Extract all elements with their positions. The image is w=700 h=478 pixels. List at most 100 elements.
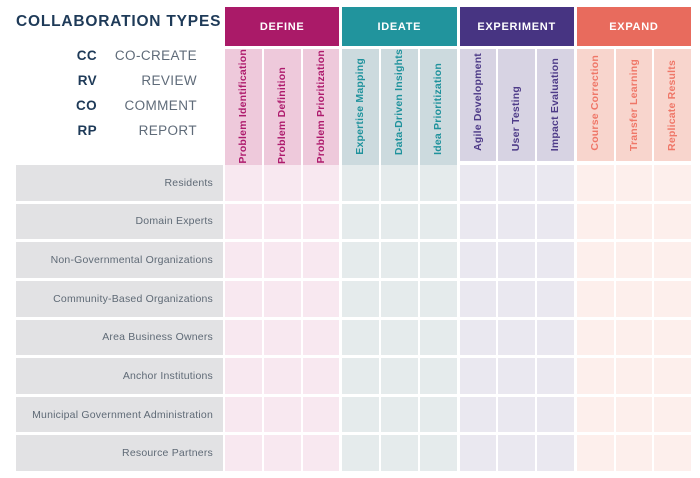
matrix-cell (537, 358, 574, 394)
matrix-cell (381, 396, 418, 433)
matrix-cell (459, 358, 497, 394)
row-label: Community-Based Organizations (16, 280, 223, 317)
row-cells (225, 358, 691, 394)
matrix-cell (537, 165, 574, 201)
matrix-cell (263, 319, 301, 356)
matrix-cell (302, 203, 340, 240)
matrix-cell (263, 165, 301, 201)
row-group-define (225, 358, 340, 394)
matrix-cell (302, 435, 340, 471)
matrix-cell (225, 242, 262, 278)
column-header: Idea Prioritization (419, 49, 457, 166)
legend-item: RV REVIEW (16, 68, 197, 93)
matrix-cell (342, 358, 379, 394)
row-cells (225, 396, 691, 433)
matrix-cell (576, 319, 614, 356)
legend: CC CO-CREATE RV REVIEW CO COMMENT RP REP… (16, 43, 223, 143)
matrix-cell (381, 280, 418, 317)
matrix-cell (263, 280, 301, 317)
legend-code: RV (77, 73, 97, 88)
row-cells (225, 203, 691, 240)
matrix-cell (498, 165, 535, 201)
matrix-cell (498, 435, 535, 471)
row-group-define (225, 435, 340, 471)
matrix-cell (459, 396, 497, 433)
row-group-experiment (459, 242, 574, 278)
row-label: Anchor Institutions (16, 358, 223, 394)
matrix-cell (419, 435, 457, 471)
column-headers-ideate: Expertise Mapping Data-Driven Insights I… (342, 49, 457, 166)
phase-group-define: DEFINE Problem Identification Problem De… (225, 7, 340, 174)
matrix-body: Residents Domai (16, 165, 691, 471)
column-header: Problem Prioritization (302, 49, 340, 174)
column-header: Transfer Learning (615, 49, 653, 161)
matrix-cell (615, 319, 653, 356)
matrix-cell (263, 242, 301, 278)
matrix-cell (654, 280, 691, 317)
row-group-define (225, 280, 340, 317)
column-header: Expertise Mapping (342, 49, 379, 166)
matrix-cell (419, 396, 457, 433)
matrix-cell (537, 242, 574, 278)
matrix-cell (576, 396, 614, 433)
matrix-cell (381, 165, 418, 201)
matrix-cell (225, 435, 262, 471)
matrix-cell (459, 203, 497, 240)
matrix-cell (654, 358, 691, 394)
matrix-cell (302, 165, 340, 201)
legend-label: COMMENT (124, 98, 197, 113)
row-group-ideate (342, 358, 457, 394)
row-group-expand (576, 203, 691, 240)
matrix-cell (342, 165, 379, 201)
phase-groups: DEFINE Problem Identification Problem De… (225, 7, 691, 174)
matrix-cell (263, 396, 301, 433)
matrix-cell (419, 358, 457, 394)
matrix-cell (342, 280, 379, 317)
row-label: Area Business Owners (16, 319, 223, 356)
matrix-cell (615, 203, 653, 240)
row-group-ideate (342, 319, 457, 356)
matrix-cell (498, 242, 535, 278)
row-cells (225, 280, 691, 317)
matrix-cell (615, 435, 653, 471)
phase-header-experiment: EXPERIMENT (459, 7, 574, 46)
row-label: Resource Partners (16, 435, 223, 471)
matrix-cell (302, 358, 340, 394)
column-header: Course Correction (576, 49, 614, 161)
row-group-expand (576, 280, 691, 317)
table-row: Anchor Institutions (16, 358, 691, 394)
column-header: Replicate Results (654, 49, 691, 161)
column-header: User Testing (498, 49, 535, 161)
column-header: Impact Evaluation (537, 49, 574, 161)
legend-label: REPORT (138, 123, 197, 138)
matrix-cell (419, 280, 457, 317)
row-group-expand (576, 165, 691, 201)
matrix-cell (459, 435, 497, 471)
matrix-cell (381, 203, 418, 240)
legend-item: CC CO-CREATE (16, 43, 197, 68)
table-row: Community-Based Organizations (16, 280, 691, 317)
row-group-ideate (342, 435, 457, 471)
phase-header-define: DEFINE (225, 7, 340, 46)
row-label: Municipal Government Administration (16, 396, 223, 433)
phase-group-ideate: IDEATE Expertise Mapping Data-Driven Ins… (342, 7, 457, 166)
matrix-cell (419, 319, 457, 356)
column-header: Data-Driven Insights (381, 49, 418, 166)
matrix-cell (498, 319, 535, 356)
matrix-cell (537, 435, 574, 471)
matrix-cell (615, 280, 653, 317)
page-title: COLLABORATION TYPES (16, 13, 222, 30)
column-headers-experiment: Agile Development User Testing Impact Ev… (459, 49, 574, 161)
legend-label: REVIEW (141, 73, 197, 88)
column-headers-define: Problem Identification Problem Definitio… (225, 49, 340, 174)
matrix-cell (302, 396, 340, 433)
matrix-cell (498, 396, 535, 433)
matrix-cell (225, 280, 262, 317)
matrix-cell (225, 165, 262, 201)
phase-header-ideate: IDEATE (342, 7, 457, 46)
matrix-cell (342, 242, 379, 278)
row-group-expand (576, 319, 691, 356)
row-group-ideate (342, 165, 457, 201)
row-cells (225, 242, 691, 278)
